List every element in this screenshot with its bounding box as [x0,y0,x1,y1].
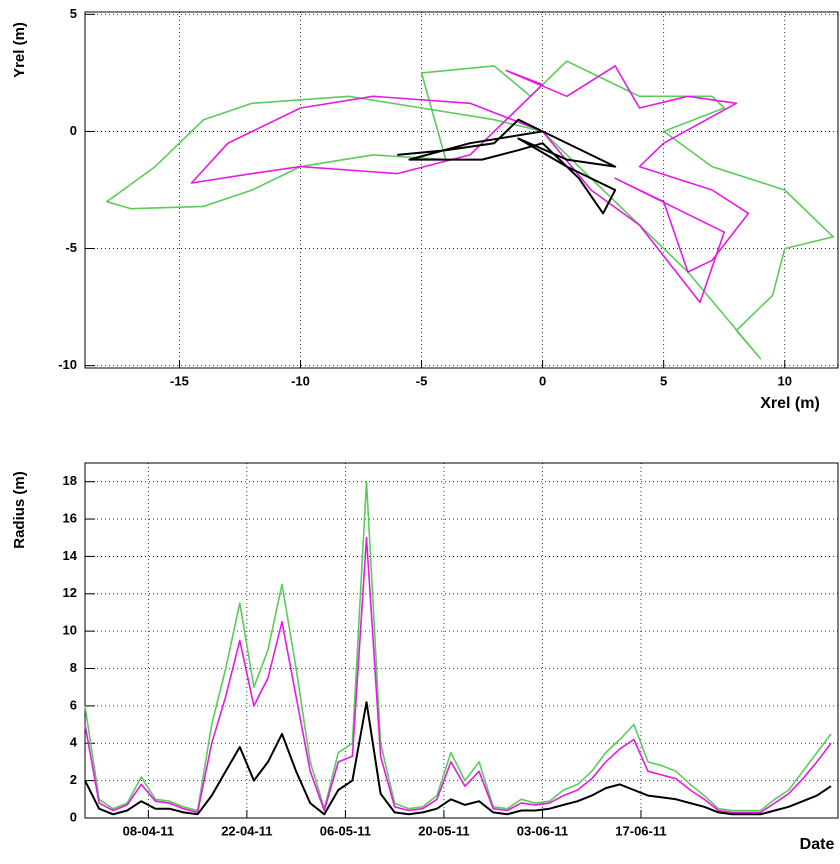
x-tick-label: 17-06-11 [615,823,666,838]
series-line [84,536,832,814]
series-line [397,118,617,215]
series-line [190,65,750,304]
y-axis-title: Yrel (m) [11,22,28,78]
y-tick-label: 0 [70,123,77,138]
y-tick-label: -10 [58,357,77,372]
y-tick-label: 10 [63,623,77,638]
x-tick-label: 20-05-11 [418,823,469,838]
x-tick-label: -5 [416,373,428,388]
y-axis-title: Radius (m) [11,471,28,549]
x-tick-label: 5 [660,373,667,388]
x-tick-label: 08-04-11 [123,823,174,838]
y-tick-label: 18 [63,473,77,488]
plot-frame [84,11,839,369]
y-tick-label: 14 [63,548,78,563]
plot-frame [84,462,839,819]
y-tick-label: 12 [63,585,77,600]
x-tick-label: -10 [291,373,310,388]
x-tick-label: 22-04-11 [221,823,272,838]
x-axis-title: Date [800,836,835,853]
y-tick-label: 5 [70,6,77,21]
y-tick-label: 8 [70,660,77,675]
y-tick-label: -5 [65,240,77,255]
y-tick-label: 4 [70,735,78,750]
y-tick-label: 6 [70,697,77,712]
x-axis-title: Xrel (m) [760,395,820,412]
x-tick-label: 06-05-11 [320,823,371,838]
y-tick-label: 16 [63,510,77,525]
y-tick-label: 0 [70,809,77,824]
series-line [106,60,834,360]
series-line [84,480,832,812]
x-tick-label: 10 [777,373,791,388]
x-tick-label: -15 [170,373,189,388]
x-tick-label: 0 [539,373,546,388]
x-tick-label: 03-06-11 [517,823,568,838]
series-line [84,701,832,816]
y-tick-label: 2 [70,772,77,787]
